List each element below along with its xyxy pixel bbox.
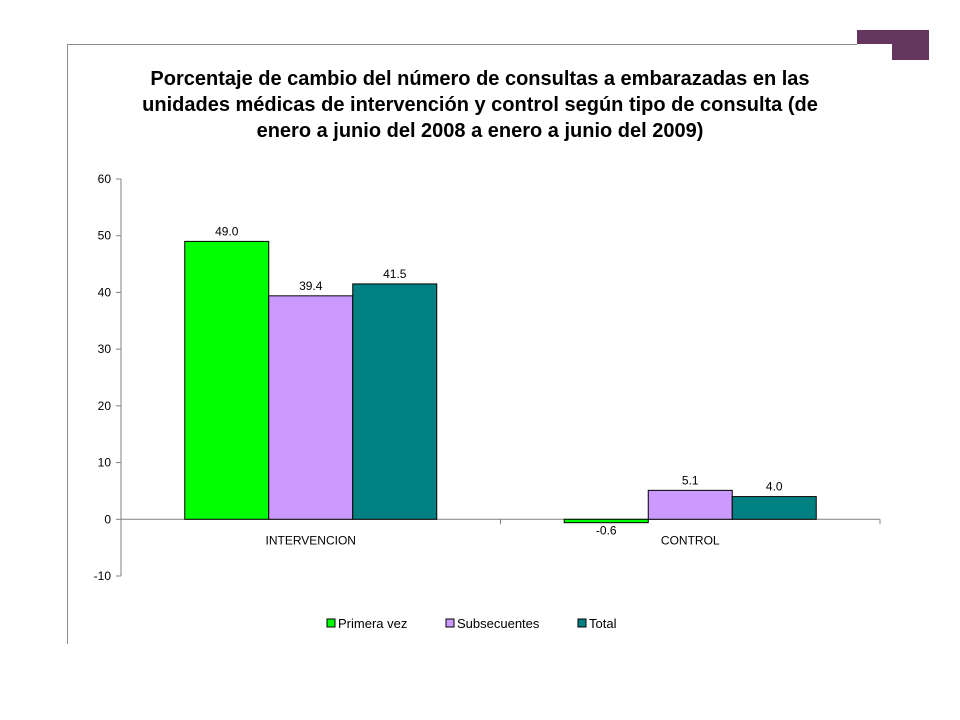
bar (184, 240, 270, 520)
legend-swatch (326, 618, 336, 628)
data-label: 4.0 (766, 480, 783, 494)
y-tick-label: 50 (98, 229, 112, 243)
legend-label: Subsecuentes (457, 616, 540, 631)
data-label: 41.5 (383, 267, 407, 281)
category-label: CONTROL (661, 533, 720, 547)
bar (647, 489, 733, 520)
data-label: 39.4 (299, 279, 323, 293)
legend-label: Primera vez (338, 616, 407, 631)
legend-label: Total (589, 616, 617, 631)
y-tick-label: 10 (98, 456, 112, 470)
bar (268, 295, 354, 520)
y-tick-label: 40 (98, 285, 112, 299)
accent-notch (857, 44, 892, 60)
bar (731, 496, 817, 520)
bar (352, 283, 438, 520)
legend-swatch (445, 618, 455, 628)
data-label: 5.1 (682, 473, 699, 487)
slide-frame-left-line (67, 44, 68, 644)
slide-frame-top-line (67, 44, 857, 45)
y-tick-label: -10 (94, 569, 112, 583)
y-tick-label: 20 (98, 399, 112, 413)
y-tick-label: 0 (104, 512, 111, 526)
bar (563, 518, 649, 524)
y-tick-label: 60 (98, 172, 112, 186)
legend-swatch (577, 618, 587, 628)
data-label: -0.6 (596, 524, 617, 538)
data-label: 49.0 (215, 224, 239, 238)
y-tick-label: 30 (98, 342, 112, 356)
category-label: INTERVENCION (266, 533, 356, 547)
chart-title: Porcentaje de cambio del número de consu… (142, 68, 818, 142)
